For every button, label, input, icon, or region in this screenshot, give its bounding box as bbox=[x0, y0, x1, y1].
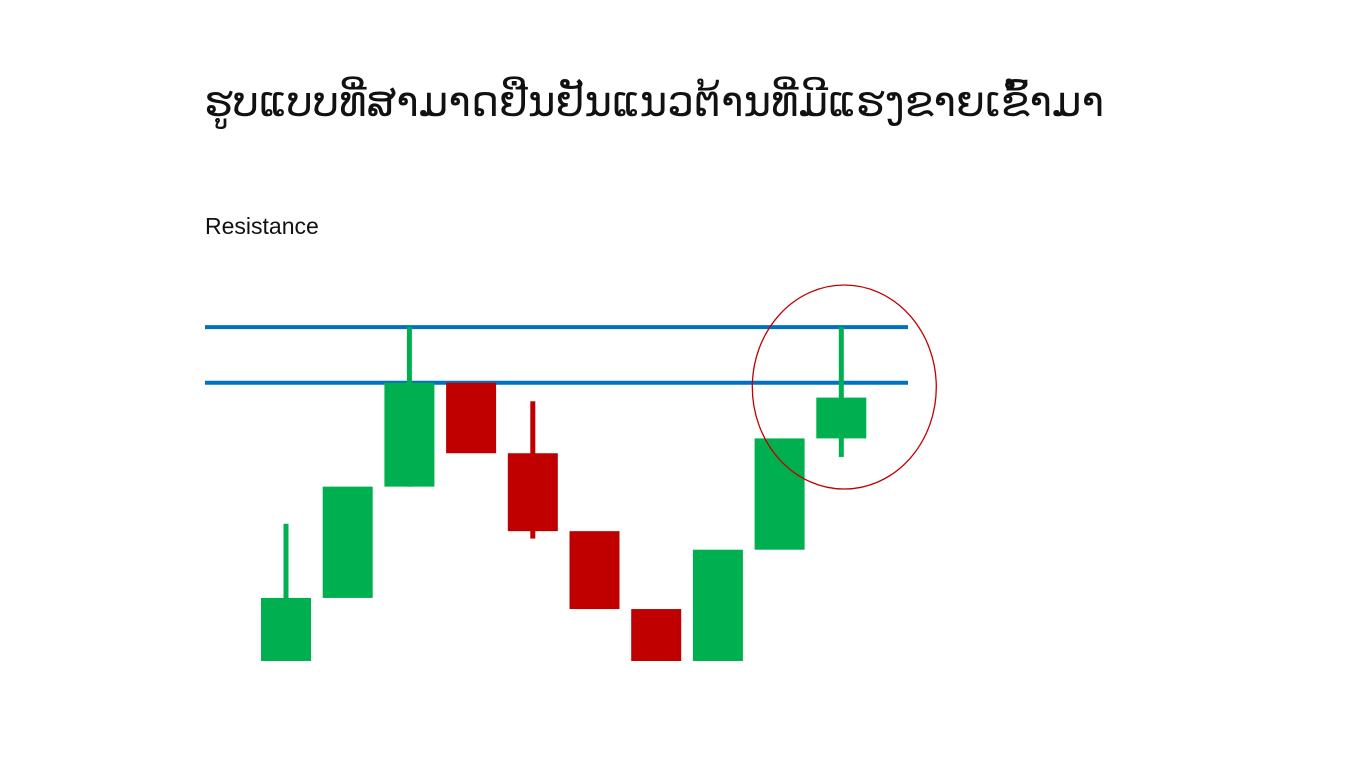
candle-wick bbox=[838, 327, 844, 457]
candle-1 bbox=[261, 523, 311, 661]
resistance-lines bbox=[205, 325, 908, 385]
candle-body bbox=[384, 382, 435, 487]
candle-body bbox=[754, 438, 805, 550]
candle-wick bbox=[283, 523, 289, 661]
candle-body bbox=[816, 397, 867, 439]
candle-6 bbox=[569, 531, 620, 610]
resistance-label: Resistance bbox=[205, 213, 319, 239]
candle-body bbox=[569, 531, 620, 610]
candles bbox=[261, 327, 867, 661]
candle-10 bbox=[816, 327, 867, 457]
candle-body bbox=[631, 609, 682, 661]
candle-2 bbox=[322, 486, 373, 598]
highlight-circle bbox=[751, 284, 937, 490]
candle-body bbox=[261, 597, 311, 661]
candle-body bbox=[692, 549, 743, 661]
slide-title: ຮູບແບບທີ່ສາມາດຢືນຢັນແນວຕ້ານທີ່ມີແຮງຂາຍເຂ… bbox=[204, 77, 1105, 126]
candle-4 bbox=[446, 382, 497, 454]
candle-8 bbox=[692, 549, 743, 661]
candle-5 bbox=[507, 401, 558, 539]
highlight bbox=[751, 284, 937, 490]
candle-7 bbox=[631, 609, 682, 661]
candle-body bbox=[322, 486, 373, 598]
candle-9 bbox=[754, 438, 805, 550]
candle-body bbox=[446, 382, 497, 454]
candle-body bbox=[507, 453, 558, 532]
candle-3 bbox=[384, 327, 435, 487]
